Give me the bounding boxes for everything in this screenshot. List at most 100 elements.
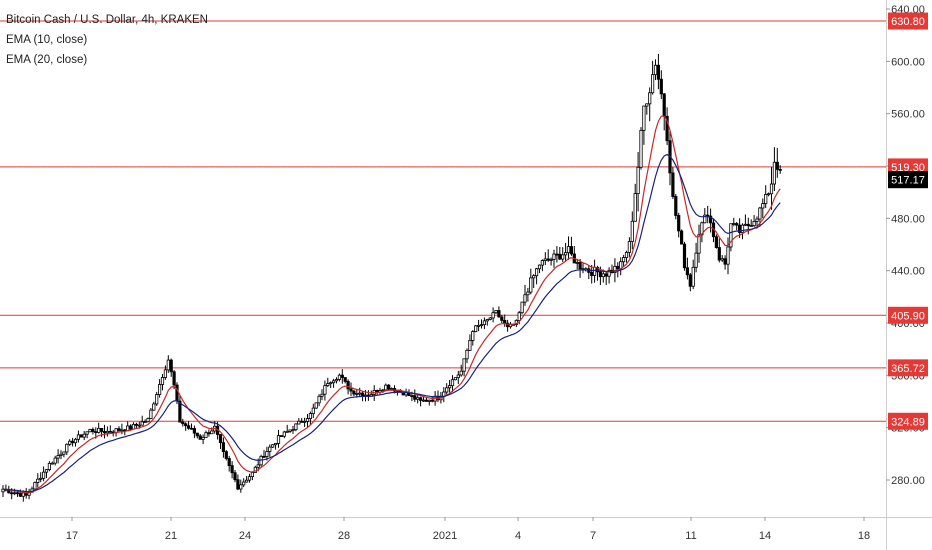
time-axis[interactable]: 17 21 24 28 2021 4 7 11 14 18 <box>66 517 870 542</box>
candle <box>555 246 559 263</box>
candle <box>305 414 310 428</box>
candle <box>665 107 669 146</box>
candle <box>767 192 771 197</box>
candle-body <box>68 440 72 445</box>
candle <box>227 455 231 472</box>
candle <box>549 257 553 266</box>
candle-body <box>520 301 524 314</box>
candle <box>387 384 391 391</box>
candle-body <box>523 294 527 303</box>
candle-body <box>749 225 753 228</box>
candle <box>526 287 530 302</box>
candle-body <box>778 168 782 171</box>
candle <box>413 389 417 402</box>
candle <box>140 415 144 426</box>
candle-body <box>537 264 542 270</box>
candle <box>73 437 78 447</box>
candle-body <box>276 435 281 444</box>
candle-body <box>555 253 559 256</box>
candle-body <box>630 220 634 242</box>
candle-body <box>352 390 356 395</box>
candle-body <box>91 428 95 433</box>
candle <box>607 267 611 284</box>
candle <box>189 423 194 430</box>
candle <box>65 443 69 456</box>
candle <box>297 418 301 425</box>
candle-body <box>178 400 182 423</box>
candle <box>529 268 533 295</box>
candle-body <box>735 223 739 226</box>
candle <box>700 221 704 243</box>
ema10-legend[interactable]: EMA (10, close) <box>6 34 88 46</box>
candle-body <box>427 399 431 402</box>
candle <box>149 407 153 420</box>
candle <box>204 430 208 438</box>
candle-body <box>726 246 730 265</box>
candle-body <box>671 172 675 197</box>
candle-body <box>204 432 208 438</box>
candle <box>271 444 275 448</box>
candle <box>543 252 547 266</box>
candle-body <box>97 427 101 433</box>
candle-body <box>517 312 521 321</box>
candle-body <box>389 388 394 390</box>
candle <box>740 223 745 240</box>
candle-body <box>543 258 547 261</box>
candle-body <box>73 438 78 444</box>
candle <box>735 221 739 231</box>
candle <box>82 431 86 441</box>
candle-body <box>94 431 98 434</box>
candle-body <box>624 252 629 258</box>
candle <box>561 247 565 262</box>
candle <box>532 274 536 289</box>
candle-body <box>79 434 83 438</box>
candle <box>62 451 66 458</box>
candle-body <box>642 105 646 131</box>
candle <box>169 358 173 377</box>
candle <box>108 425 112 433</box>
symbol-title[interactable]: Bitcoin Cash / U.S. Dollar, 4h, KRAKEN <box>6 14 208 26</box>
candle <box>659 70 663 100</box>
candle <box>688 272 692 292</box>
candle-body <box>691 266 695 287</box>
candle <box>569 236 574 256</box>
ema20-legend[interactable]: EMA (20, close) <box>6 54 88 66</box>
candle-body <box>239 484 243 490</box>
candle-body <box>706 214 710 217</box>
candle <box>172 370 176 390</box>
candle <box>558 246 562 261</box>
candle-body <box>62 451 66 455</box>
candle <box>500 314 504 324</box>
candle-body <box>308 413 313 419</box>
candle-body <box>416 397 420 400</box>
candle <box>749 219 753 228</box>
candle-body <box>198 435 202 440</box>
candle <box>564 242 568 262</box>
candle-body <box>743 223 748 226</box>
candle <box>456 370 460 385</box>
candle-body <box>340 374 344 378</box>
candle-body <box>682 243 687 269</box>
candle <box>134 422 138 429</box>
candle-body <box>723 258 727 265</box>
candle-body <box>250 472 254 478</box>
candle-body <box>36 478 40 483</box>
candle <box>276 429 281 448</box>
candle-body <box>47 463 52 471</box>
candle-body <box>529 277 533 293</box>
candle <box>279 435 284 437</box>
candle <box>323 380 327 401</box>
candle-body <box>772 161 777 185</box>
candle-body <box>627 241 632 253</box>
candle-body <box>738 224 742 233</box>
candle-body <box>221 442 225 452</box>
candle <box>523 284 527 306</box>
candle-body <box>717 247 721 261</box>
candle <box>488 316 492 321</box>
candle-body <box>273 443 278 446</box>
candle <box>648 87 652 122</box>
candle <box>146 417 150 423</box>
candle-body <box>549 259 553 261</box>
